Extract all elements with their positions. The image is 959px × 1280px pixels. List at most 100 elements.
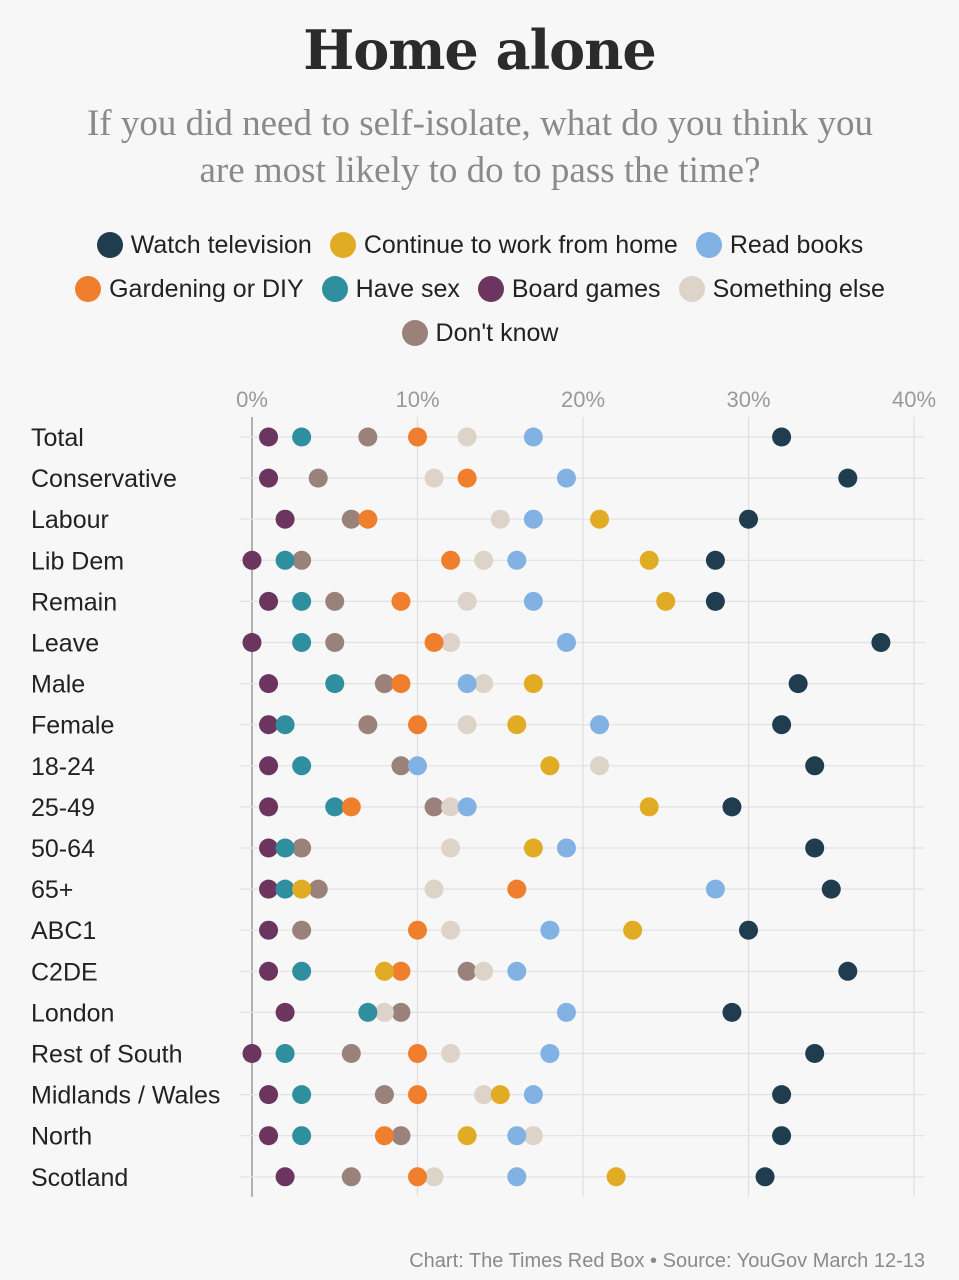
data-point xyxy=(457,427,477,447)
data-point xyxy=(507,715,527,735)
data-point xyxy=(325,797,345,817)
data-point xyxy=(275,550,295,570)
data-point xyxy=(242,633,262,652)
data-point xyxy=(705,550,725,570)
data-point xyxy=(374,1126,394,1146)
data-point xyxy=(408,1044,427,1063)
data-point xyxy=(259,879,279,899)
data-point xyxy=(474,674,494,694)
data-point xyxy=(424,797,444,817)
legend-label: Watch television xyxy=(130,230,312,259)
data-point xyxy=(408,756,427,776)
legend-swatch xyxy=(678,276,705,302)
data-point xyxy=(556,633,576,652)
data-point xyxy=(474,1085,494,1105)
data-point xyxy=(507,961,527,981)
data-point xyxy=(523,427,543,447)
category-label: 65+ xyxy=(31,876,73,904)
data-point xyxy=(805,756,825,776)
category-label: London xyxy=(31,999,114,1027)
data-point xyxy=(275,1002,295,1022)
data-point xyxy=(292,920,312,940)
chart-subtitle: If you did need to self-isolate, what do… xyxy=(86,103,874,191)
data-point xyxy=(308,468,328,488)
data-point xyxy=(590,756,610,776)
data-point xyxy=(507,550,527,570)
legend-label: Continue to work from home xyxy=(363,230,678,259)
data-point xyxy=(457,961,477,981)
category-label: Total xyxy=(31,424,84,452)
data-point xyxy=(739,920,758,940)
data-point xyxy=(457,797,477,817)
data-point xyxy=(540,920,560,940)
data-point xyxy=(259,838,279,858)
data-point xyxy=(623,920,643,940)
data-point xyxy=(292,1126,312,1146)
legend-label: Something else xyxy=(712,274,885,303)
data-point xyxy=(523,838,543,858)
data-point xyxy=(341,797,361,817)
data-point xyxy=(242,550,262,570)
data-point xyxy=(325,674,345,694)
data-point xyxy=(358,427,378,447)
legend-item: Something else xyxy=(678,274,885,304)
legend-swatch xyxy=(695,232,722,258)
data-point xyxy=(805,838,825,858)
data-point xyxy=(523,674,543,694)
data-point xyxy=(259,920,279,940)
data-point xyxy=(556,1002,576,1022)
data-point xyxy=(871,633,891,652)
data-point xyxy=(275,1044,295,1063)
data-point xyxy=(408,715,427,735)
data-point xyxy=(259,591,279,611)
data-point xyxy=(358,1002,378,1022)
x-tick-label: 20% xyxy=(561,387,605,412)
data-point xyxy=(739,509,758,529)
data-point xyxy=(556,468,576,488)
data-point xyxy=(838,961,858,981)
data-point xyxy=(507,879,527,899)
data-point xyxy=(259,1126,279,1146)
data-point xyxy=(424,879,444,899)
data-point xyxy=(441,550,461,570)
data-point xyxy=(722,1002,742,1022)
data-point xyxy=(507,1126,527,1146)
data-point xyxy=(523,1126,543,1146)
data-point xyxy=(424,1167,444,1187)
data-point xyxy=(838,468,858,488)
category-label: Remain xyxy=(31,588,117,616)
legend-swatch xyxy=(477,276,504,302)
legend-item: Gardening or DIY xyxy=(75,274,304,304)
data-point xyxy=(292,756,312,776)
data-point xyxy=(374,1002,394,1022)
data-point xyxy=(275,1167,295,1187)
data-point xyxy=(341,1167,361,1187)
data-point xyxy=(242,1044,262,1063)
legend-label: Read books xyxy=(729,230,864,259)
legend-label: Don't know xyxy=(435,318,559,347)
data-point xyxy=(292,427,312,447)
data-point xyxy=(275,838,295,858)
data-point xyxy=(457,591,477,611)
data-point xyxy=(457,1126,477,1146)
data-point xyxy=(259,674,279,694)
legend-item: Don't know xyxy=(401,318,559,348)
dot-plot: 0% 10% 20% 30% 40% Total Conservative Labour Lib… xyxy=(31,387,936,1197)
data-point xyxy=(772,427,792,447)
data-point xyxy=(490,1085,510,1105)
data-point xyxy=(490,509,510,529)
category-label: Female xyxy=(31,712,114,740)
data-point xyxy=(772,715,792,735)
data-point xyxy=(408,920,427,940)
data-point xyxy=(391,591,411,611)
category-label: Lib Dem xyxy=(31,547,124,575)
data-point xyxy=(308,879,328,899)
category-label: Scotland xyxy=(31,1164,128,1192)
data-point xyxy=(755,1167,775,1187)
legend-item: Read books xyxy=(695,230,864,260)
data-point xyxy=(292,550,312,570)
data-point xyxy=(374,674,394,694)
data-point xyxy=(606,1167,626,1187)
data-point xyxy=(705,591,725,611)
category-label: 18-24 xyxy=(31,753,95,781)
